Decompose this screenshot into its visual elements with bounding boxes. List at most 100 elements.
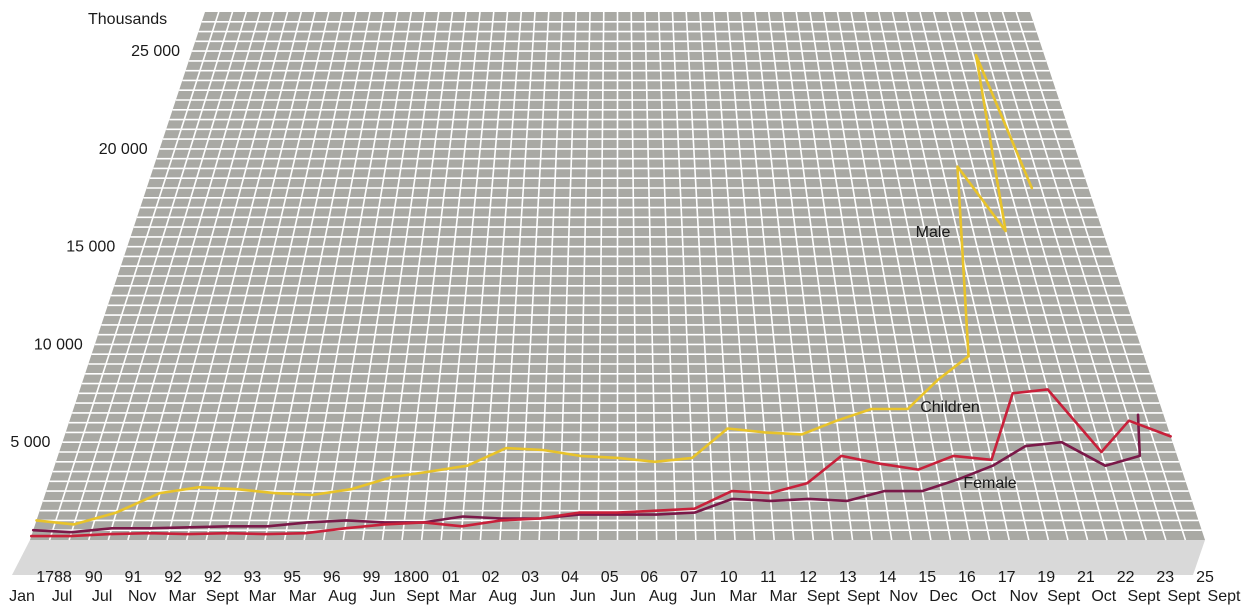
x-tick-year-label: 07 [680, 569, 698, 586]
grid-line-vertical [809, 11, 893, 541]
grid-line-vertical [960, 11, 1108, 541]
x-tick-month-label: Jun [530, 588, 556, 605]
x-tick-year-label: 19 [1037, 569, 1055, 586]
x-tick-year-label: 15 [918, 569, 936, 586]
grid-line-vertical [795, 11, 873, 541]
grid-line-vertical [726, 11, 775, 541]
grid-line-vertical [146, 11, 289, 541]
y-tick-label: 15 000 [66, 239, 115, 256]
x-tick-year-label: 17 [998, 569, 1016, 586]
grid-line-vertical [699, 11, 736, 541]
x-tick-year-label: 13 [839, 569, 857, 586]
x-tick-year-label: 1788 [36, 569, 72, 586]
grid-line-vertical [946, 11, 1089, 541]
grid-line-vertical [740, 11, 795, 541]
x-tick-month-label: Nov [889, 588, 917, 605]
x-tick-month-label: Mar [449, 588, 477, 605]
x-tick-month-label: Dec [929, 588, 957, 605]
grid-line-vertical [107, 11, 261, 541]
x-tick-month-label: Mar [770, 588, 798, 605]
x-tick-year-label: 91 [125, 569, 143, 586]
x-tick-year-label: 01 [442, 569, 460, 586]
grid-line-vertical [781, 11, 854, 541]
series-label-children: Children [920, 399, 980, 416]
grid-line-vertical [1015, 11, 1187, 541]
grid-line-vertical [932, 11, 1069, 541]
x-tick-month-label: Jul [52, 588, 72, 605]
x-tick-year-label: 22 [1117, 569, 1135, 586]
x-tick-month-label: Mar [729, 588, 757, 605]
x-tick-month-label: Mar [289, 588, 317, 605]
grid-line-vertical [644, 11, 658, 541]
grid-line-vertical [205, 11, 330, 541]
y-axis-unit-label: Thousands [88, 11, 167, 28]
grid-line-vertical [987, 11, 1148, 541]
series-label-female: Female [963, 475, 1016, 492]
x-tick-year-label: 16 [958, 569, 976, 586]
grid-line-vertical [479, 11, 523, 541]
grid-line-vertical [342, 11, 426, 541]
x-tick-month-label: Jun [570, 588, 596, 605]
grid-line-vertical [440, 11, 495, 541]
x-tick-month-label: Sept [1167, 588, 1200, 605]
x-tick-month-label: Sept [1047, 588, 1080, 605]
grid-line-vertical [822, 11, 913, 541]
x-tick-year-label: 1800 [393, 569, 429, 586]
grid-line-vertical [381, 11, 454, 541]
plot-base-strip [12, 540, 1205, 575]
grid-line-vertical [754, 11, 815, 541]
x-tick-year-label: 95 [283, 569, 301, 586]
x-tick-year-label: 10 [720, 569, 738, 586]
grid-line-vertical [891, 11, 1010, 541]
grid-line-vertical [518, 11, 550, 541]
x-tick-year-label: 11 [760, 569, 777, 586]
x-tick-year-label: 92 [204, 569, 222, 586]
grid-line-vertical [671, 11, 697, 541]
x-tick-year-label: 93 [244, 569, 262, 586]
x-tick-month-label: Sept [206, 588, 239, 605]
grid-line-vertical [538, 11, 564, 541]
grid-line-vertical [185, 11, 316, 541]
grid-line-vertical [225, 11, 344, 541]
series-line-children [29, 388, 1172, 538]
grid-line-vertical [283, 11, 385, 541]
x-tick-month-label: Jun [370, 588, 396, 605]
x-tick-month-label: Sept [1208, 588, 1241, 605]
x-tick-year-label: 06 [640, 569, 658, 586]
x-tick-year-label: 03 [521, 569, 539, 586]
x-tick-month-label: Oct [1091, 588, 1116, 605]
grid-line-vertical [499, 11, 536, 541]
x-tick-month-label: Jun [610, 588, 636, 605]
x-tick-month-label: Jun [690, 588, 716, 605]
x-tick-year-label: 12 [799, 569, 817, 586]
grid-line-vertical [685, 11, 717, 541]
x-tick-month-label: Nov [1009, 588, 1037, 605]
grid-line-vertical [322, 11, 413, 541]
grid-line-vertical [420, 11, 481, 541]
x-tick-year-label: 25 [1196, 569, 1214, 586]
grid-line-vertical [127, 11, 275, 541]
grid-line-vertical [48, 11, 220, 541]
grid-line-vertical [264, 11, 371, 541]
x-tick-year-label: 99 [363, 569, 381, 586]
grid-line-vertical [244, 11, 358, 541]
grid-line-vertical [68, 11, 234, 541]
grid-line-vertical [836, 11, 932, 541]
grid-line-vertical [905, 11, 1030, 541]
x-tick-year-label: 14 [879, 569, 897, 586]
grid-line-vertical [87, 11, 248, 541]
x-tick-month-label: Mar [249, 588, 277, 605]
x-tick-year-label: 90 [85, 569, 103, 586]
grid-line-vertical [303, 11, 399, 541]
x-tick-year-label: 05 [601, 569, 619, 586]
grid-line-vertical [850, 11, 952, 541]
grid-line-vertical [919, 11, 1050, 541]
y-tick-label: 5 000 [10, 434, 50, 451]
x-tick-month-label: Aug [489, 588, 517, 605]
grid-line-vertical [401, 11, 468, 541]
grid-line-vertical [577, 11, 591, 541]
x-tick-year-label: 92 [164, 569, 182, 586]
x-tick-month-label: Aug [649, 588, 677, 605]
y-tick-label: 25 000 [131, 43, 180, 60]
x-tick-month-label: Sept [847, 588, 880, 605]
